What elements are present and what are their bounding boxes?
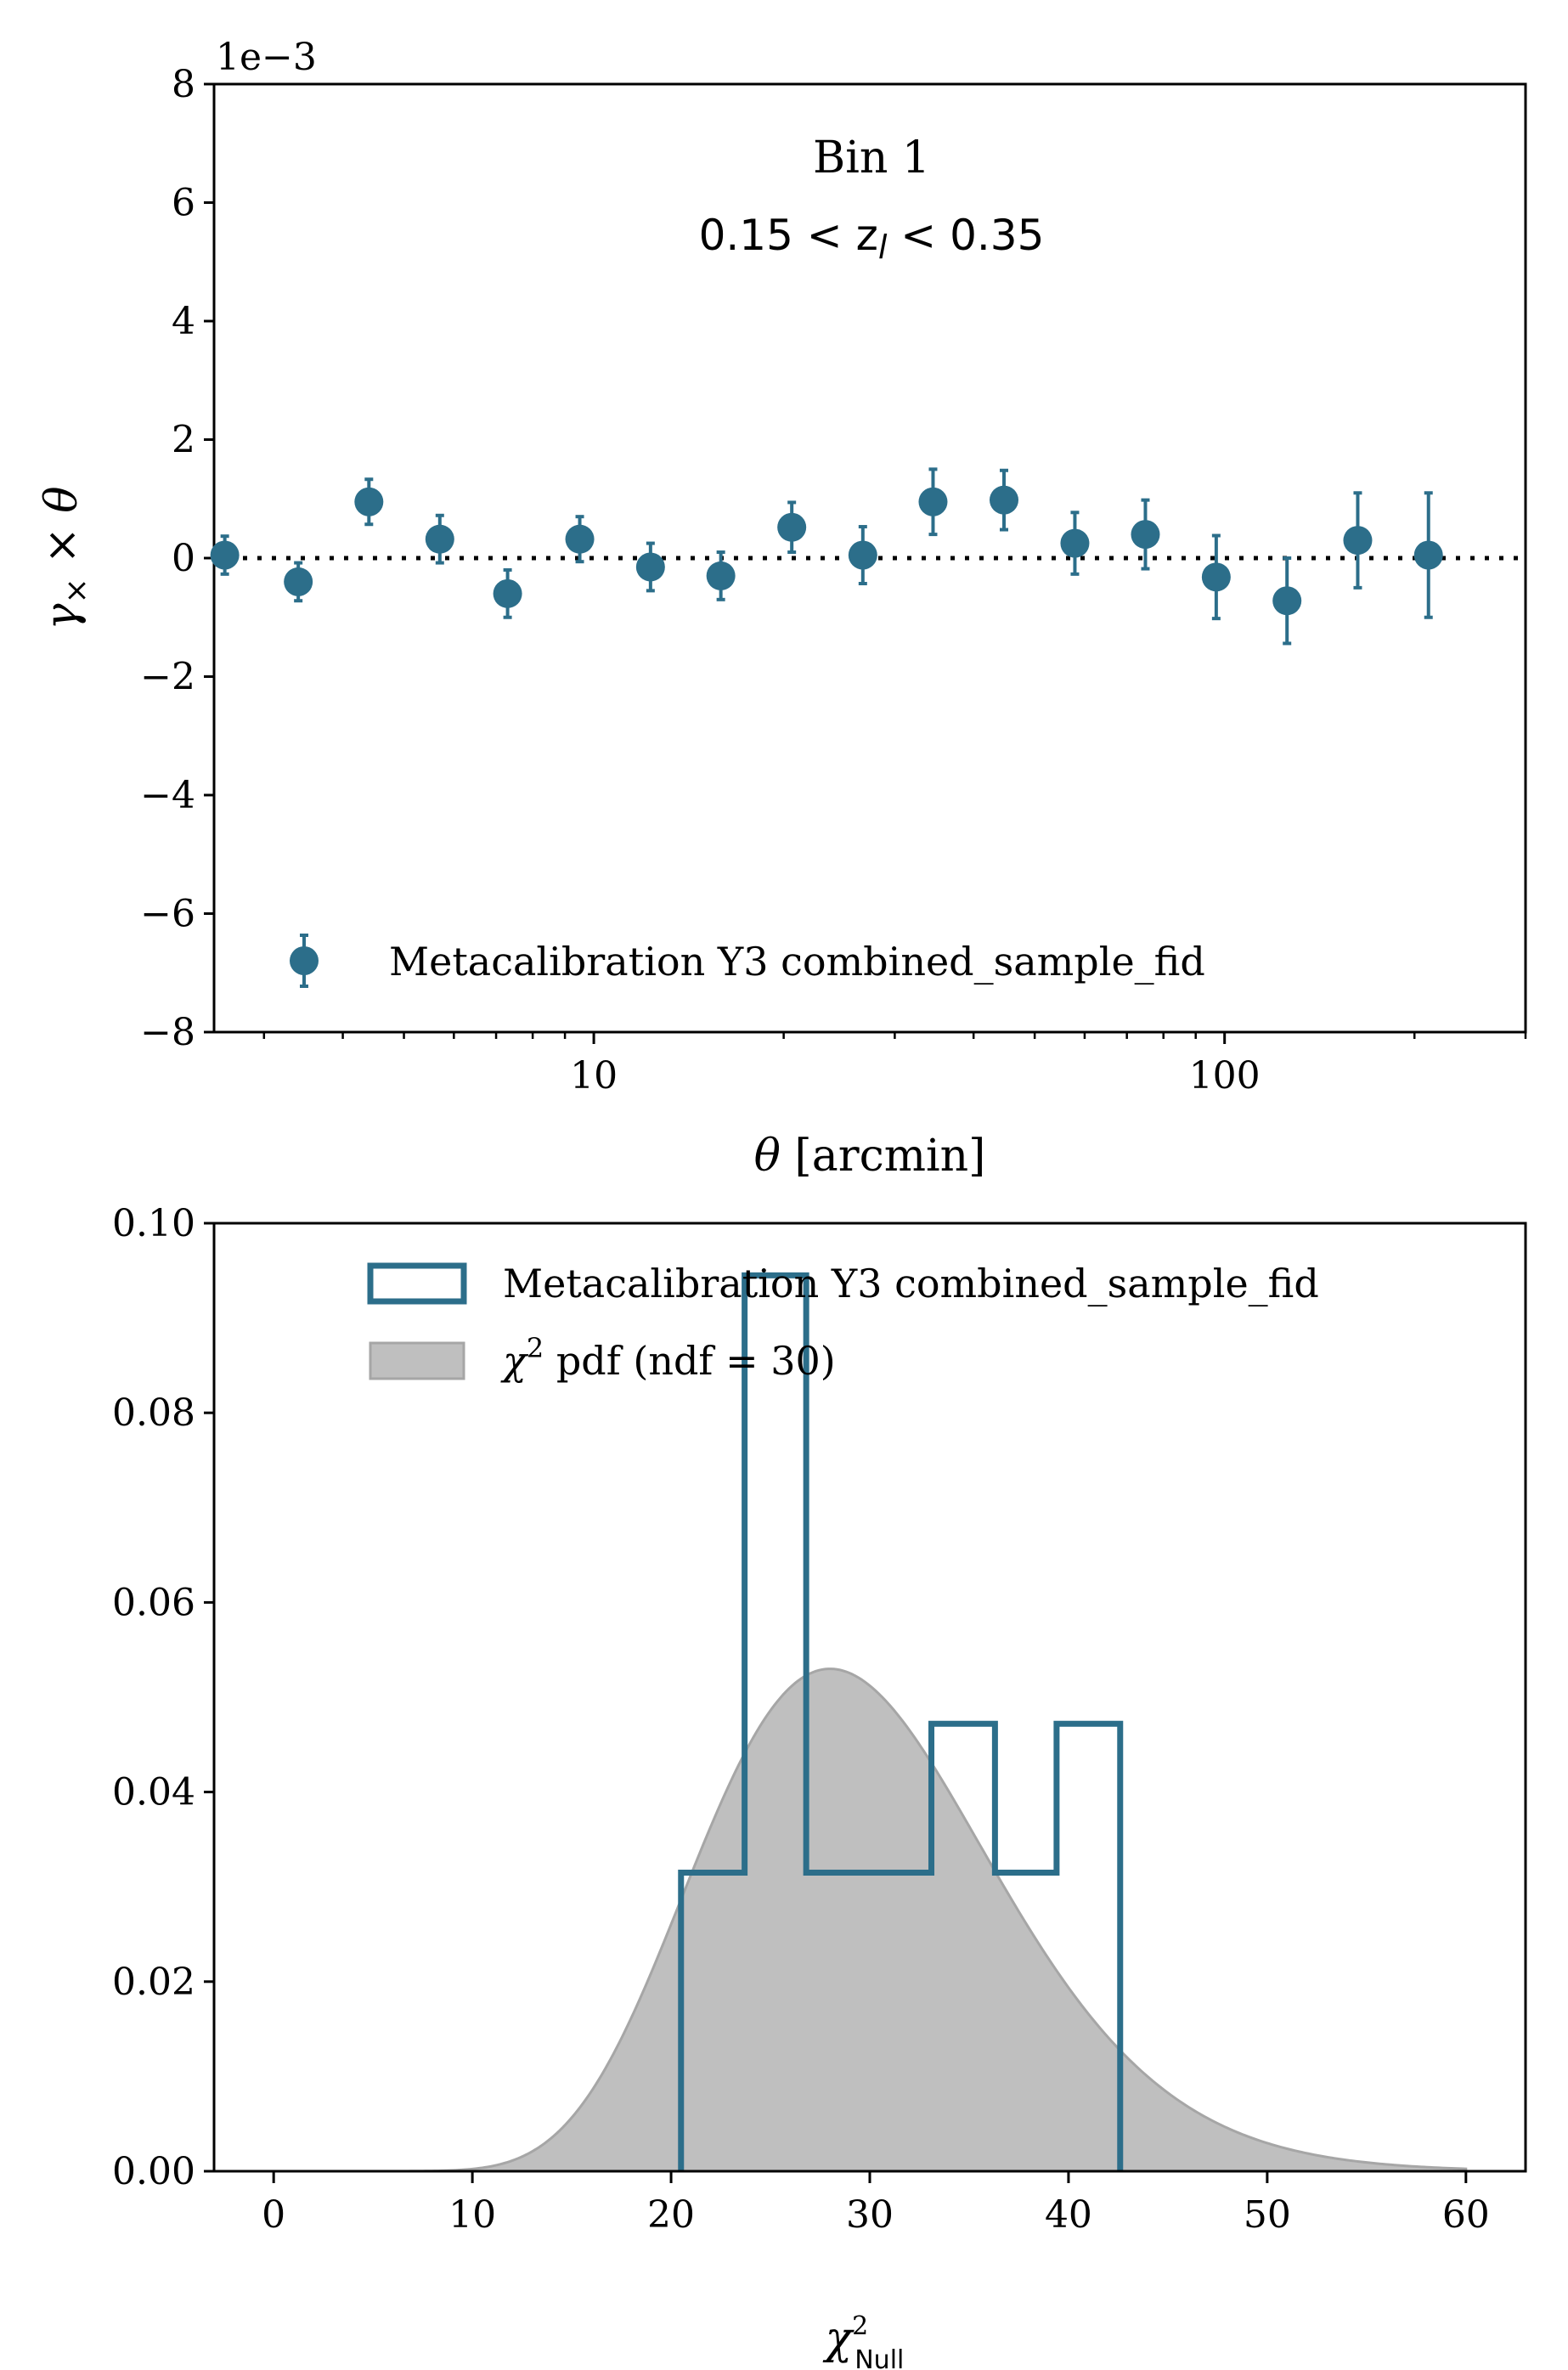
- bottom-x-tick-label: 50: [1244, 2193, 1291, 2237]
- top-y-tick-label: 8: [172, 63, 195, 106]
- y-multiplier-label: 1e−3: [216, 36, 317, 79]
- data-point: [565, 524, 595, 554]
- data-point: [1272, 586, 1302, 616]
- top-y-tick-label: −6: [140, 893, 195, 936]
- top-legend-marker: [290, 934, 319, 988]
- top-data-points: [210, 467, 1443, 646]
- top-legend: Metacalibration Y3 combined_sample_fid: [290, 934, 1205, 988]
- top-y-axis-label: γ× × θ: [37, 486, 94, 629]
- data-point: [354, 487, 384, 516]
- data-point: [1131, 520, 1160, 550]
- redshift-annotation: 0.15 < zl < 0.35: [699, 211, 1045, 266]
- data-point: [1060, 528, 1090, 558]
- data-point: [1201, 562, 1231, 592]
- data-point: [1343, 526, 1373, 556]
- bottom-x-axis-label: χ2 Null: [822, 2311, 905, 2370]
- bottom-x-tick-label: 10: [448, 2193, 496, 2237]
- top-y-tick-label: 2: [172, 419, 195, 462]
- pdf-legend-label: χ2 pdf (ndf = 30): [500, 1332, 836, 1384]
- data-point: [210, 540, 240, 570]
- bottom-y-tick-label: 0.08: [112, 1391, 195, 1435]
- data-point: [777, 512, 807, 542]
- data-point: [848, 540, 877, 570]
- null-chi2-histogram: [678, 1272, 1124, 2171]
- bottom-y-tick-label: 0.10: [112, 1202, 195, 1245]
- data-point: [425, 524, 454, 554]
- data-point: [493, 578, 522, 608]
- data-point: [990, 485, 1019, 515]
- top-y-tick-label: −2: [140, 656, 195, 699]
- top-x-axis-label: θ [arcmin]: [754, 1131, 986, 1182]
- chi2-pdf-area: [274, 1667, 1468, 2173]
- top-chart: 8 6 4 2 0 −2 −4 −6 −8 10 100 1e−3 Bin 1 0.15 < zl…: [37, 36, 1527, 1182]
- data-point: [635, 552, 665, 582]
- bottom-y-tick-label: 0.06: [112, 1581, 195, 1624]
- data-point: [284, 567, 313, 596]
- data-point: [706, 561, 736, 590]
- bottom-y-tick-label: 0.02: [112, 1961, 195, 2004]
- top-legend-label: Metacalibration Y3 combined_sample_fid: [389, 939, 1205, 985]
- top-y-tick-label: −8: [140, 1011, 195, 1054]
- bottom-x-tick-label: 40: [1045, 2193, 1092, 2237]
- pdf-legend-swatch: [369, 1341, 465, 1380]
- legend-point: [290, 946, 319, 975]
- bottom-legend: Metacalibration Y3 combined_sample_fid χ…: [367, 1261, 1319, 1384]
- top-y-tick-label: 6: [172, 182, 195, 225]
- top-y-axis-ticks: 8 6 4 2 0 −2 −4 −6 −8: [140, 63, 214, 1054]
- bottom-y-tick-label: 0.00: [112, 2150, 195, 2193]
- histogram-legend-swatch: [367, 1262, 467, 1305]
- bottom-y-tick-label: 0.04: [112, 1771, 195, 1814]
- bottom-x-tick-label: 20: [647, 2193, 695, 2237]
- data-point: [918, 487, 948, 516]
- top-y-tick-label: −4: [140, 774, 195, 817]
- top-y-tick-label: 0: [172, 537, 195, 580]
- bottom-x-tick-label: 30: [846, 2193, 894, 2237]
- top-x-tick-label: 10: [570, 1054, 618, 1098]
- data-point: [1413, 540, 1443, 570]
- top-x-tick-label: 100: [1189, 1054, 1261, 1098]
- histogram-legend-label: Metacalibration Y3 combined_sample_fid: [503, 1261, 1319, 1306]
- top-y-tick-label: 4: [172, 300, 195, 343]
- bottom-y-axis-ticks: 0.00 0.02 0.04 0.06 0.08 0.10: [112, 1202, 214, 2193]
- bottom-chart: 0.00 0.02 0.04 0.06 0.08 0.10 0 10 20 30 40 50 60 χ…: [112, 1202, 1527, 2370]
- bottom-x-axis-ticks: 0 10 20 30 40 50 60: [262, 2171, 1490, 2237]
- bottom-x-tick-label: 0: [262, 2193, 285, 2237]
- bottom-x-tick-label: 60: [1442, 2193, 1490, 2237]
- bin-annotation: Bin 1: [813, 133, 930, 183]
- top-x-axis-ticks: 10 100: [262, 1032, 1527, 1098]
